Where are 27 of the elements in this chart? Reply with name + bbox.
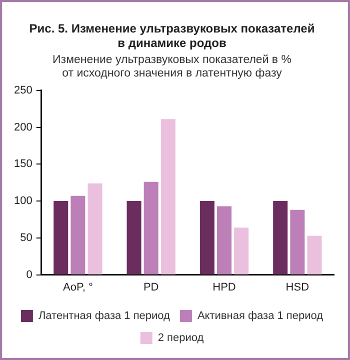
y-tick-label: 0 xyxy=(26,268,32,281)
x-tick-label: AoP, ° xyxy=(62,281,93,294)
bar xyxy=(273,201,288,274)
bar xyxy=(88,183,102,274)
bar xyxy=(290,210,305,274)
y-tick-label: 50 xyxy=(20,232,32,244)
bar xyxy=(54,201,68,274)
chart-title: Рис. 5. Изменение ультразвуковых показателей в динамике родов xyxy=(29,22,315,50)
bar xyxy=(307,236,322,274)
y-tick-label: 100 xyxy=(14,195,32,208)
legend-label: Латентная фаза 1 период xyxy=(38,310,171,322)
bar xyxy=(234,228,249,274)
bar xyxy=(144,182,158,274)
legend-label: 2 период xyxy=(158,332,204,344)
chart-subtitle: Изменение ультразвуковых показателей в % от исходного значения в латентную фазу xyxy=(52,54,292,80)
y-tick-label: 250 xyxy=(14,84,32,96)
bar xyxy=(160,119,176,274)
x-tick-label: HSD xyxy=(286,281,310,294)
bar xyxy=(126,201,142,274)
y-tick-label: 200 xyxy=(14,121,32,134)
bar xyxy=(217,206,232,274)
x-tick-label: PD xyxy=(143,281,159,294)
x-tick-label: HPD xyxy=(212,281,236,294)
legend-label: Активная фаза 1 период xyxy=(197,310,324,322)
bar xyxy=(70,196,86,274)
bar xyxy=(200,201,214,274)
y-tick-label: 150 xyxy=(14,158,32,170)
